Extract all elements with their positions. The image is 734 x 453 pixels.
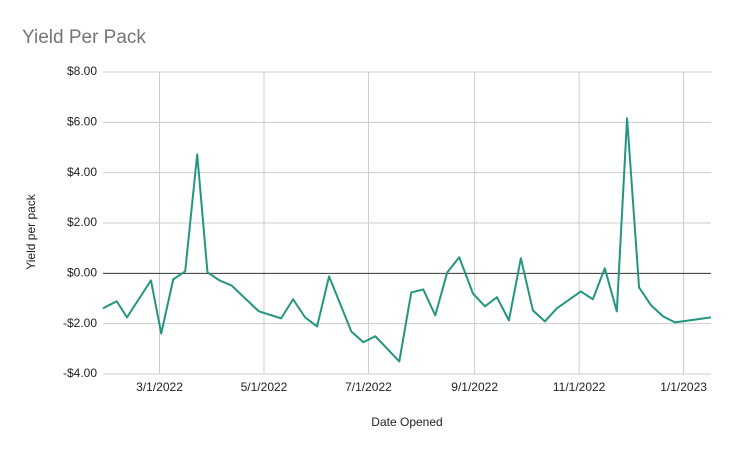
- y-tick-label: $0.00: [67, 266, 97, 280]
- y-tick-label: $2.00: [67, 215, 97, 229]
- y-tick-label: -$2.00: [63, 316, 97, 330]
- data-line: [102, 117, 712, 363]
- chart-title: Yield Per Pack: [22, 27, 146, 48]
- y-tick-label: $6.00: [67, 115, 97, 129]
- x-tick-label: 5/1/2022: [241, 380, 288, 394]
- x-tick-label: 9/1/2022: [451, 380, 498, 394]
- x-tick-label: 3/1/2022: [136, 380, 183, 394]
- x-tick-label: 1/1/2023: [660, 380, 707, 394]
- y-tick-label: -$4.00: [63, 366, 97, 380]
- y-tick-label: $4.00: [67, 165, 97, 179]
- y-axis-label: Yield per pack: [24, 193, 38, 270]
- x-tick-label: 11/1/2022: [553, 380, 606, 394]
- y-tick-label: $8.00: [67, 64, 97, 78]
- x-axis-label: Date Opened: [371, 415, 442, 429]
- x-tick-label: 7/1/2022: [345, 380, 392, 394]
